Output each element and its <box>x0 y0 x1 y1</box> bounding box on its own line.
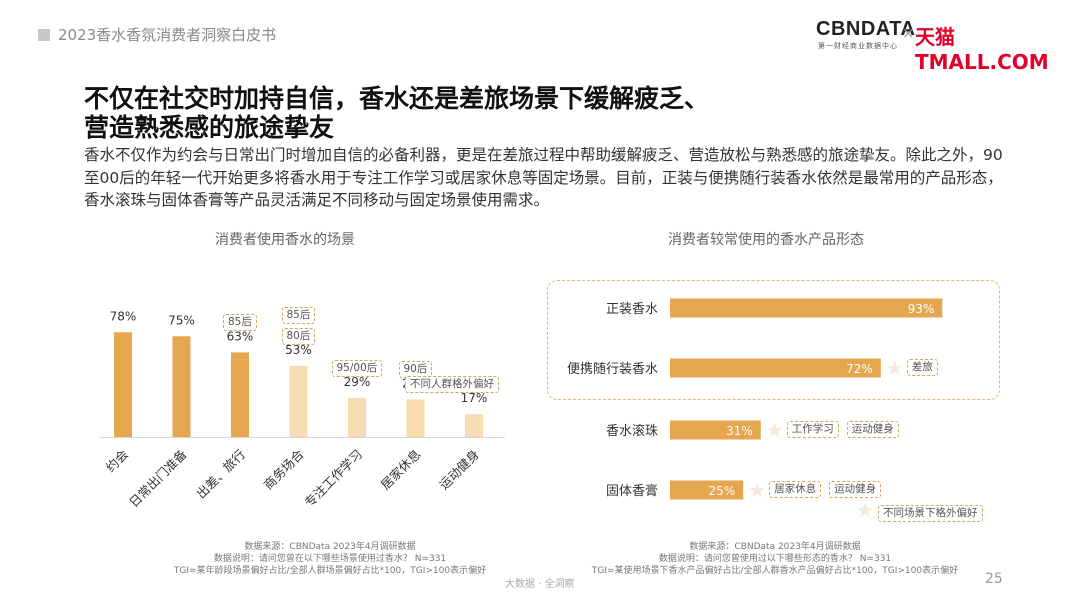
description-paragraph: 香水不仅作为约会与日常出门时增加自信的必备利器，更是在差旅过程中帮助缓解疲乏、营… <box>84 146 1003 209</box>
page-headline: 不仅在社交时加持自信，香水还是差旅场景下缓解疲乏、 营造熟悉感的旅途挚友 <box>84 84 984 142</box>
page-number: 25 <box>985 571 1003 587</box>
category-tick-label: 日常出门准备 <box>126 446 190 510</box>
hbar-value-label: 72% <box>846 362 873 376</box>
hbar-4 <box>670 480 744 500</box>
category-tick-label: 商务场合 <box>261 446 307 492</box>
bar-annotation-tag: 85后 <box>281 306 316 324</box>
bar-3 <box>231 352 249 437</box>
left-footnote: 数据来源：CBNData 2023年4月调研数据 数据说明：请问您曾在以下哪些场… <box>120 541 540 577</box>
hbar-2 <box>670 358 881 378</box>
highlight-dashed-box <box>547 280 1000 400</box>
bar-annotation-tag: 不同人群格外偏好 <box>405 376 499 394</box>
star-icon: ★ <box>748 478 766 502</box>
hbar-category-label: 便携随行装香水 <box>567 361 658 377</box>
tmall-logo: 天猫TMALL.COM <box>915 25 1049 74</box>
product-form-bar-chart: 正装香水 93% 便携随行装香水 72% ★ 香水滚珠 31% ★ 固体香膏 25% ★ ★ <box>567 298 943 522</box>
bar-value-label: 75% <box>168 313 195 327</box>
category-tick-label: 运动健身 <box>436 447 482 493</box>
logo-separator: × <box>902 24 915 42</box>
bar-value-label: 78% <box>110 309 137 323</box>
hbar-annotation-tag: 工作学习 <box>786 421 839 438</box>
bar-4 <box>289 365 308 437</box>
category-tick-label: 居家休息 <box>378 447 424 493</box>
cbndata-logo-subtitle: 第一财经商业数据中心 <box>818 42 898 50</box>
bar-6 <box>406 399 425 437</box>
left-footnote-tgi: TGI=某年龄段场景偏好占比/全部人群场景偏好占比*100，TGI>100表示偏… <box>173 566 487 576</box>
right-footnote: 数据来源：CBNData 2023年4月调研数据 数据说明：请问您曾使用过以下哪… <box>555 541 995 577</box>
category-tick-label: 专注工作学习 <box>301 447 365 511</box>
bar-annotation-tag: 80后 <box>281 327 316 345</box>
bar-1 <box>114 332 132 437</box>
hbar-category-label: 固体香膏 <box>606 483 658 499</box>
bar-5 <box>348 398 366 437</box>
hbar-category-label: 香水滚珠 <box>606 423 658 439</box>
hbar-value-label: 31% <box>726 424 753 438</box>
headline-line-2: 营造熟悉感的旅途挚友 <box>84 113 335 142</box>
bottom-note: 大数据 · 全洞察 <box>505 579 575 590</box>
legend-star-icon: ★ <box>856 498 874 522</box>
bar-value-label: 17% <box>461 391 488 405</box>
hbar-annotation-tag: 运动健身 <box>829 481 882 498</box>
hbar-1 <box>670 298 943 318</box>
scenario-bar-chart: 78%约会75%日常出门准备63%出差、旅行53%商务场合29%专注工作学习28… <box>100 309 505 511</box>
category-tick-label: 约会 <box>103 446 132 475</box>
left-footnote-source: 数据来源：CBNData 2023年4月调研数据 <box>244 542 416 552</box>
star-icon: ★ <box>766 418 784 442</box>
bar-7 <box>465 414 483 437</box>
hbar-category-label: 正装香水 <box>606 302 658 317</box>
right-chart-title: 消费者较常使用的香水产品形态 <box>668 232 864 248</box>
right-footnote-tgi: TGI=某使用场景下香水产品偏好占比/全部人群香水产品偏好占比*100，TGI>… <box>591 566 959 576</box>
bar-value-label: 29% <box>344 375 371 389</box>
hbar-annotation-tag: 差旅 <box>906 359 938 376</box>
cbndata-logo: CBNDATA <box>816 18 916 40</box>
legend-note-tag: 不同场景下格外偏好 <box>878 505 983 522</box>
right-footnote-source: 数据来源：CBNData 2023年4月调研数据 <box>689 542 861 552</box>
hbar-annotation-tag: 运动健身 <box>846 421 899 438</box>
headline-line-1: 不仅在社交时加持自信，香水还是差旅场景下缓解疲乏、 <box>84 84 710 113</box>
hbar-value-label: 25% <box>709 484 736 498</box>
bar-annotation-tag: 95/00后 <box>331 360 383 378</box>
report-title: 2023香水香氛消费者洞察白皮书 <box>58 26 277 44</box>
bar-annotation-tag: 85后 <box>223 314 257 332</box>
header-square-icon <box>38 29 50 41</box>
star-icon: ★ <box>886 356 904 380</box>
left-chart-title: 消费者使用香水的场景 <box>215 232 355 248</box>
hbar-value-label: 93% <box>908 302 935 316</box>
category-tick-label: 出差、旅行 <box>193 447 248 502</box>
hbar-annotation-tag: 居家休息 <box>769 481 822 498</box>
bar-value-label: 53% <box>285 343 312 357</box>
bar-value-label: 63% <box>227 329 254 343</box>
left-footnote-question: 数据说明：请问您曾在以下哪些场景使用过香水？ N=331 <box>213 554 447 564</box>
right-footnote-question: 数据说明：请问您曾使用过以下哪些形态的香水？ N=331 <box>658 554 892 564</box>
bar-2 <box>172 336 191 437</box>
hbar-3 <box>670 420 761 440</box>
